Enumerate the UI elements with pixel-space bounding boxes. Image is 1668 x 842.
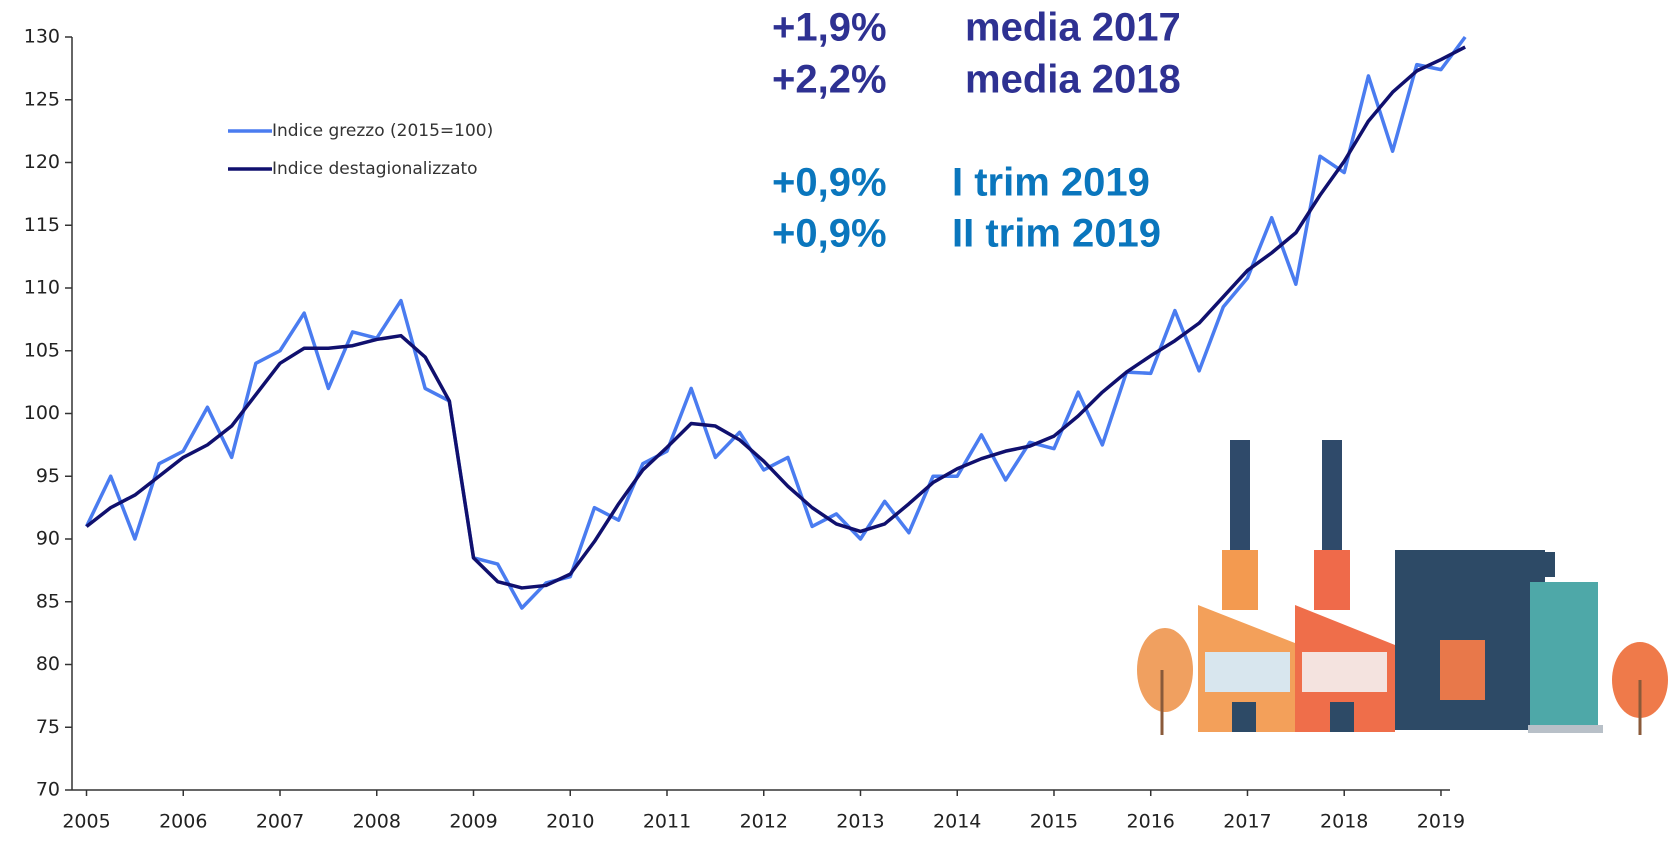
legend-label: Indice destagionalizzato <box>272 159 478 179</box>
x-tick-label: 2012 <box>740 811 788 833</box>
x-tick-label: 2014 <box>933 811 981 833</box>
annotation-change: +2,2% <box>772 58 887 102</box>
x-tick-label: 2013 <box>836 811 884 833</box>
y-tick-label: 130 <box>24 26 60 48</box>
annotation-period: II trim 2019 <box>952 212 1161 256</box>
annotation-period: media 2018 <box>965 58 1181 102</box>
x-tick-label: 2015 <box>1030 811 1078 833</box>
series-line <box>85 45 1466 590</box>
legend: Indice grezzo (2015=100) Indice destagion… <box>228 121 493 179</box>
y-tick-label: 105 <box>24 339 60 361</box>
x-tick-label: 2019 <box>1417 811 1465 833</box>
x-tick-label: 2016 <box>1127 811 1175 833</box>
x-tick-label: 2009 <box>449 811 497 833</box>
annotation-change: +0,9% <box>772 212 887 256</box>
legend-label: Indice grezzo (2015=100) <box>272 121 493 141</box>
annotation-change: +0,9% <box>772 161 887 205</box>
annotation-period: media 2017 <box>965 6 1181 50</box>
annotations: +1,9% media 2017 +2,2% media 2018 +0,9% I tri… <box>772 6 1181 256</box>
x-tick-label: 2007 <box>256 811 304 833</box>
y-tick-label: 115 <box>24 214 60 236</box>
x-tick-label: 2008 <box>353 811 401 833</box>
x-tick-label: 2006 <box>159 811 207 833</box>
x-tick-label: 2005 <box>62 811 110 833</box>
x-tick-label: 2017 <box>1223 811 1271 833</box>
x-tick-label: 2011 <box>643 811 691 833</box>
factory-illustration <box>1137 440 1668 735</box>
y-tick-label: 90 <box>36 528 60 550</box>
y-tick-label: 85 <box>36 590 60 612</box>
y-tick-label: 110 <box>24 277 60 299</box>
y-tick-label: 80 <box>36 653 60 675</box>
annotation-period: I trim 2019 <box>952 161 1150 205</box>
annotation-change: +1,9% <box>772 6 887 50</box>
y-tick-label: 70 <box>36 779 60 801</box>
x-tick-label: 2018 <box>1320 811 1368 833</box>
y-tick-label: 120 <box>24 151 60 173</box>
x-tick-label: 2010 <box>546 811 594 833</box>
y-tick-label: 75 <box>36 716 60 738</box>
series-line <box>84 35 1467 610</box>
y-tick-label: 95 <box>36 465 60 487</box>
y-tick-label: 125 <box>24 88 60 110</box>
y-tick-label: 100 <box>24 402 60 424</box>
